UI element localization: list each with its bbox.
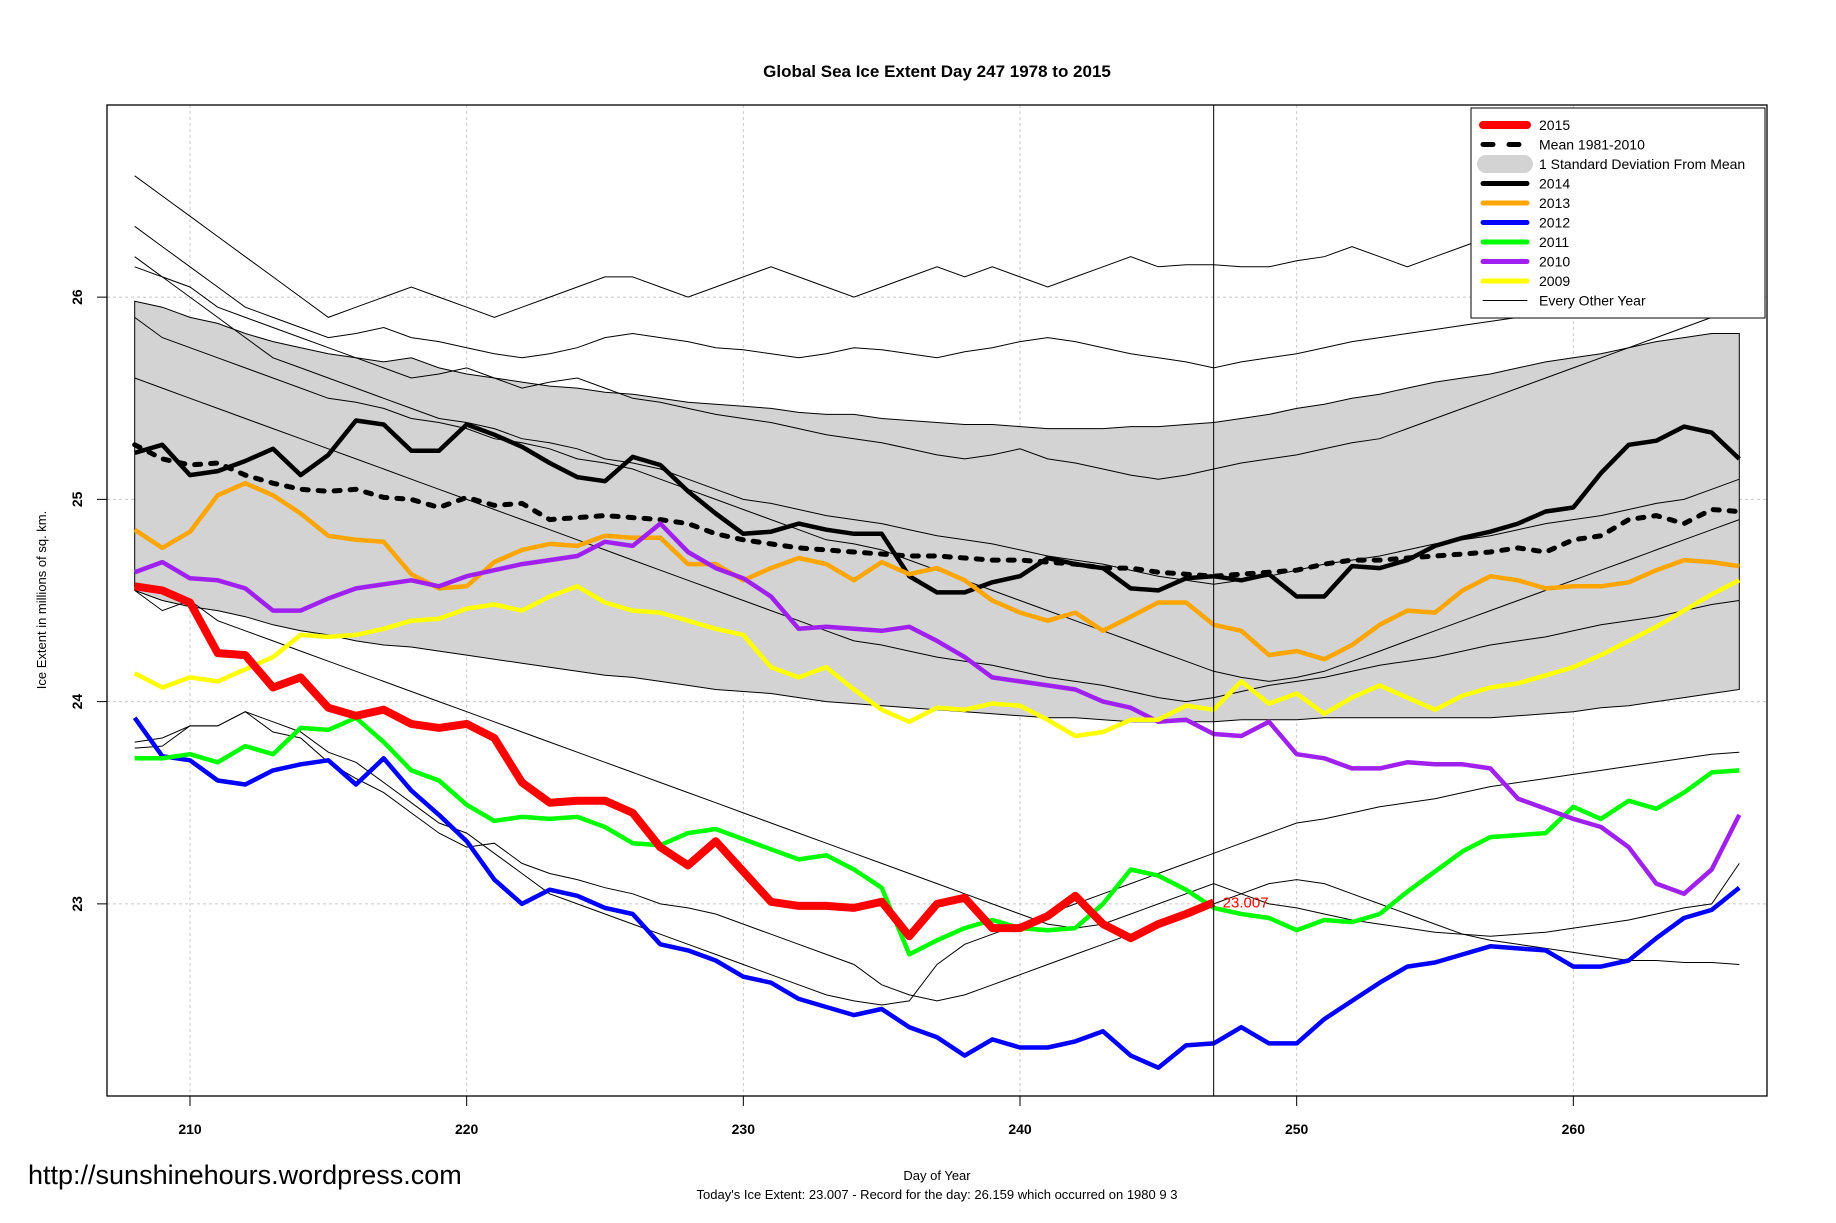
legend-label: 2011 <box>1539 234 1569 250</box>
legend: 2015 Mean 1981-2010 1 Standard Deviation F… <box>1470 107 1766 319</box>
y-tick-label: 26 <box>69 289 85 305</box>
series-line-2009 <box>133 578 1741 739</box>
legend-label: 2013 <box>1539 195 1570 211</box>
x-tick-label: 230 <box>732 1121 756 1137</box>
legend-label: 2014 <box>1539 176 1570 192</box>
other-year-line <box>134 589 1740 937</box>
legend-label: Mean 1981-2010 <box>1539 137 1645 153</box>
series-line-2013 <box>133 480 1740 662</box>
other-year-line <box>134 256 1740 480</box>
plot-frame <box>106 104 1768 1097</box>
x-tick-label: 250 <box>1285 1121 1309 1137</box>
y-tick-label: 24 <box>69 694 85 710</box>
mean-line <box>132 442 1742 579</box>
year-series <box>132 418 1742 1070</box>
x-tick-label: 210 <box>178 1121 202 1137</box>
sd-band-area <box>134 300 1740 723</box>
series-line-2010 <box>133 521 1742 897</box>
watermark: http://sunshinehours.wordpress.com <box>28 1160 462 1190</box>
y-tick-label: 23 <box>69 896 85 912</box>
legend-label: 1 Standard Deviation From Mean <box>1539 156 1745 172</box>
legend-label: 2010 <box>1539 254 1570 270</box>
series-line-2014 <box>134 418 1741 599</box>
series-line-2015 <box>134 582 1216 943</box>
x-tick-label: 260 <box>1562 1121 1586 1137</box>
series-line-2011 <box>134 715 1740 957</box>
mean-1981-2010-line <box>132 442 1742 579</box>
day-marker: 23.007 <box>1213 105 1269 1096</box>
current-value-label: 23.007 <box>1223 894 1269 911</box>
other-year-line <box>134 711 1740 1002</box>
axes: 210 220 230 240 250 260 23 24 25 26 <box>69 104 1768 1137</box>
other-year-line <box>134 377 1740 703</box>
sd-band <box>134 300 1740 723</box>
legend-label: 2012 <box>1539 215 1570 231</box>
other-year-line <box>134 225 1740 369</box>
other-year-line <box>134 711 1740 1006</box>
chart-title: Global Sea Ice Extent Day 247 1978 to 20… <box>763 62 1111 81</box>
x-tick-label: 220 <box>455 1121 479 1137</box>
series-line-2012 <box>132 716 1741 1070</box>
y-axis-label: Ice Extent in millions of sq. km. <box>34 511 49 689</box>
legend-swatch-band <box>1477 155 1533 173</box>
legend-label: 2009 <box>1539 273 1570 289</box>
x-axis-label: Day of Year <box>903 1168 971 1183</box>
other-year-line <box>134 266 1740 585</box>
chart-subtitle: Today's Ice Extent: 23.007 - Record for … <box>697 1187 1178 1202</box>
x-tick-label: 240 <box>1008 1121 1032 1137</box>
legend-label: 2015 <box>1539 117 1570 133</box>
y-tick-label: 25 <box>69 491 85 507</box>
legend-label: Every Other Year <box>1539 293 1646 309</box>
